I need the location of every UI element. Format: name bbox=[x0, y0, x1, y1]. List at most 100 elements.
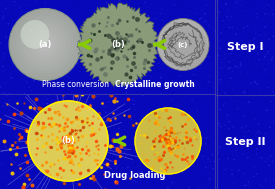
Point bbox=[209, 185, 213, 188]
Point bbox=[220, 13, 225, 16]
Point bbox=[149, 166, 154, 169]
Point bbox=[82, 51, 86, 54]
Point bbox=[263, 70, 268, 73]
Point bbox=[241, 102, 245, 105]
Point bbox=[28, 40, 32, 43]
Point bbox=[151, 122, 155, 125]
Point bbox=[207, 96, 211, 99]
Point bbox=[147, 60, 151, 63]
Point bbox=[44, 119, 49, 122]
Point bbox=[265, 163, 269, 166]
Point bbox=[256, 150, 260, 153]
Point bbox=[258, 134, 263, 137]
Point bbox=[45, 129, 50, 132]
Point bbox=[215, 122, 220, 125]
Point bbox=[67, 27, 71, 30]
Point bbox=[174, 137, 178, 140]
Point bbox=[239, 49, 243, 52]
Point bbox=[55, 52, 59, 55]
Point bbox=[17, 99, 21, 102]
Point bbox=[223, 116, 227, 119]
Point bbox=[159, 92, 163, 95]
Point bbox=[257, 183, 262, 186]
Point bbox=[113, 11, 117, 14]
Point bbox=[40, 12, 44, 15]
Point bbox=[74, 7, 79, 10]
Point bbox=[217, 124, 221, 127]
Point bbox=[101, 87, 105, 90]
Point bbox=[265, 98, 269, 101]
Point bbox=[35, 128, 39, 131]
Point bbox=[59, 79, 64, 82]
Point bbox=[47, 114, 52, 117]
Point bbox=[164, 52, 169, 55]
Point bbox=[112, 124, 116, 127]
Point bbox=[28, 147, 32, 150]
Point bbox=[93, 163, 97, 166]
Point bbox=[269, 74, 274, 77]
Point bbox=[230, 89, 234, 92]
Point bbox=[242, 91, 247, 94]
Point bbox=[104, 102, 108, 105]
Point bbox=[243, 145, 248, 148]
Point bbox=[204, 108, 208, 112]
Point bbox=[218, 66, 222, 69]
Point bbox=[225, 15, 229, 18]
Point bbox=[29, 86, 34, 89]
Point bbox=[141, 81, 145, 84]
Point bbox=[240, 126, 244, 129]
Point bbox=[271, 167, 275, 170]
Point bbox=[247, 41, 251, 44]
Point bbox=[84, 25, 88, 28]
Point bbox=[198, 178, 202, 181]
Point bbox=[250, 118, 255, 121]
Point bbox=[167, 176, 172, 179]
Text: Step I: Step I bbox=[227, 42, 264, 52]
Point bbox=[255, 133, 259, 136]
Point bbox=[222, 127, 227, 130]
Point bbox=[197, 145, 201, 148]
Point bbox=[92, 156, 96, 159]
Point bbox=[215, 64, 219, 67]
Point bbox=[268, 100, 273, 103]
Point bbox=[139, 99, 144, 102]
Point bbox=[47, 51, 52, 54]
Point bbox=[228, 133, 232, 136]
Point bbox=[255, 7, 259, 10]
Point bbox=[219, 64, 224, 67]
Point bbox=[0, 103, 3, 106]
Point bbox=[163, 28, 168, 31]
Point bbox=[244, 66, 248, 69]
Point bbox=[265, 6, 269, 9]
Point bbox=[2, 56, 6, 59]
Point bbox=[183, 126, 187, 129]
Point bbox=[248, 187, 252, 189]
Point bbox=[2, 69, 6, 72]
Point bbox=[214, 154, 218, 157]
Point bbox=[226, 130, 230, 133]
Point bbox=[255, 147, 259, 150]
Point bbox=[114, 70, 119, 73]
Text: Drug loading: Drug loading bbox=[104, 171, 166, 180]
Point bbox=[264, 11, 268, 14]
Point bbox=[235, 66, 239, 69]
Point bbox=[125, 19, 130, 22]
Point bbox=[104, 133, 109, 136]
Point bbox=[193, 75, 197, 78]
Point bbox=[227, 6, 232, 9]
Point bbox=[176, 88, 180, 91]
Point bbox=[147, 82, 151, 85]
Point bbox=[113, 119, 118, 122]
Point bbox=[226, 6, 230, 9]
Point bbox=[199, 130, 203, 133]
Point bbox=[52, 69, 56, 72]
Point bbox=[9, 141, 13, 144]
Point bbox=[46, 94, 51, 97]
Point bbox=[74, 11, 78, 14]
Point bbox=[221, 104, 226, 107]
Point bbox=[149, 132, 153, 135]
Point bbox=[4, 144, 9, 147]
Point bbox=[222, 84, 227, 87]
Point bbox=[36, 168, 41, 171]
Point bbox=[107, 77, 111, 80]
